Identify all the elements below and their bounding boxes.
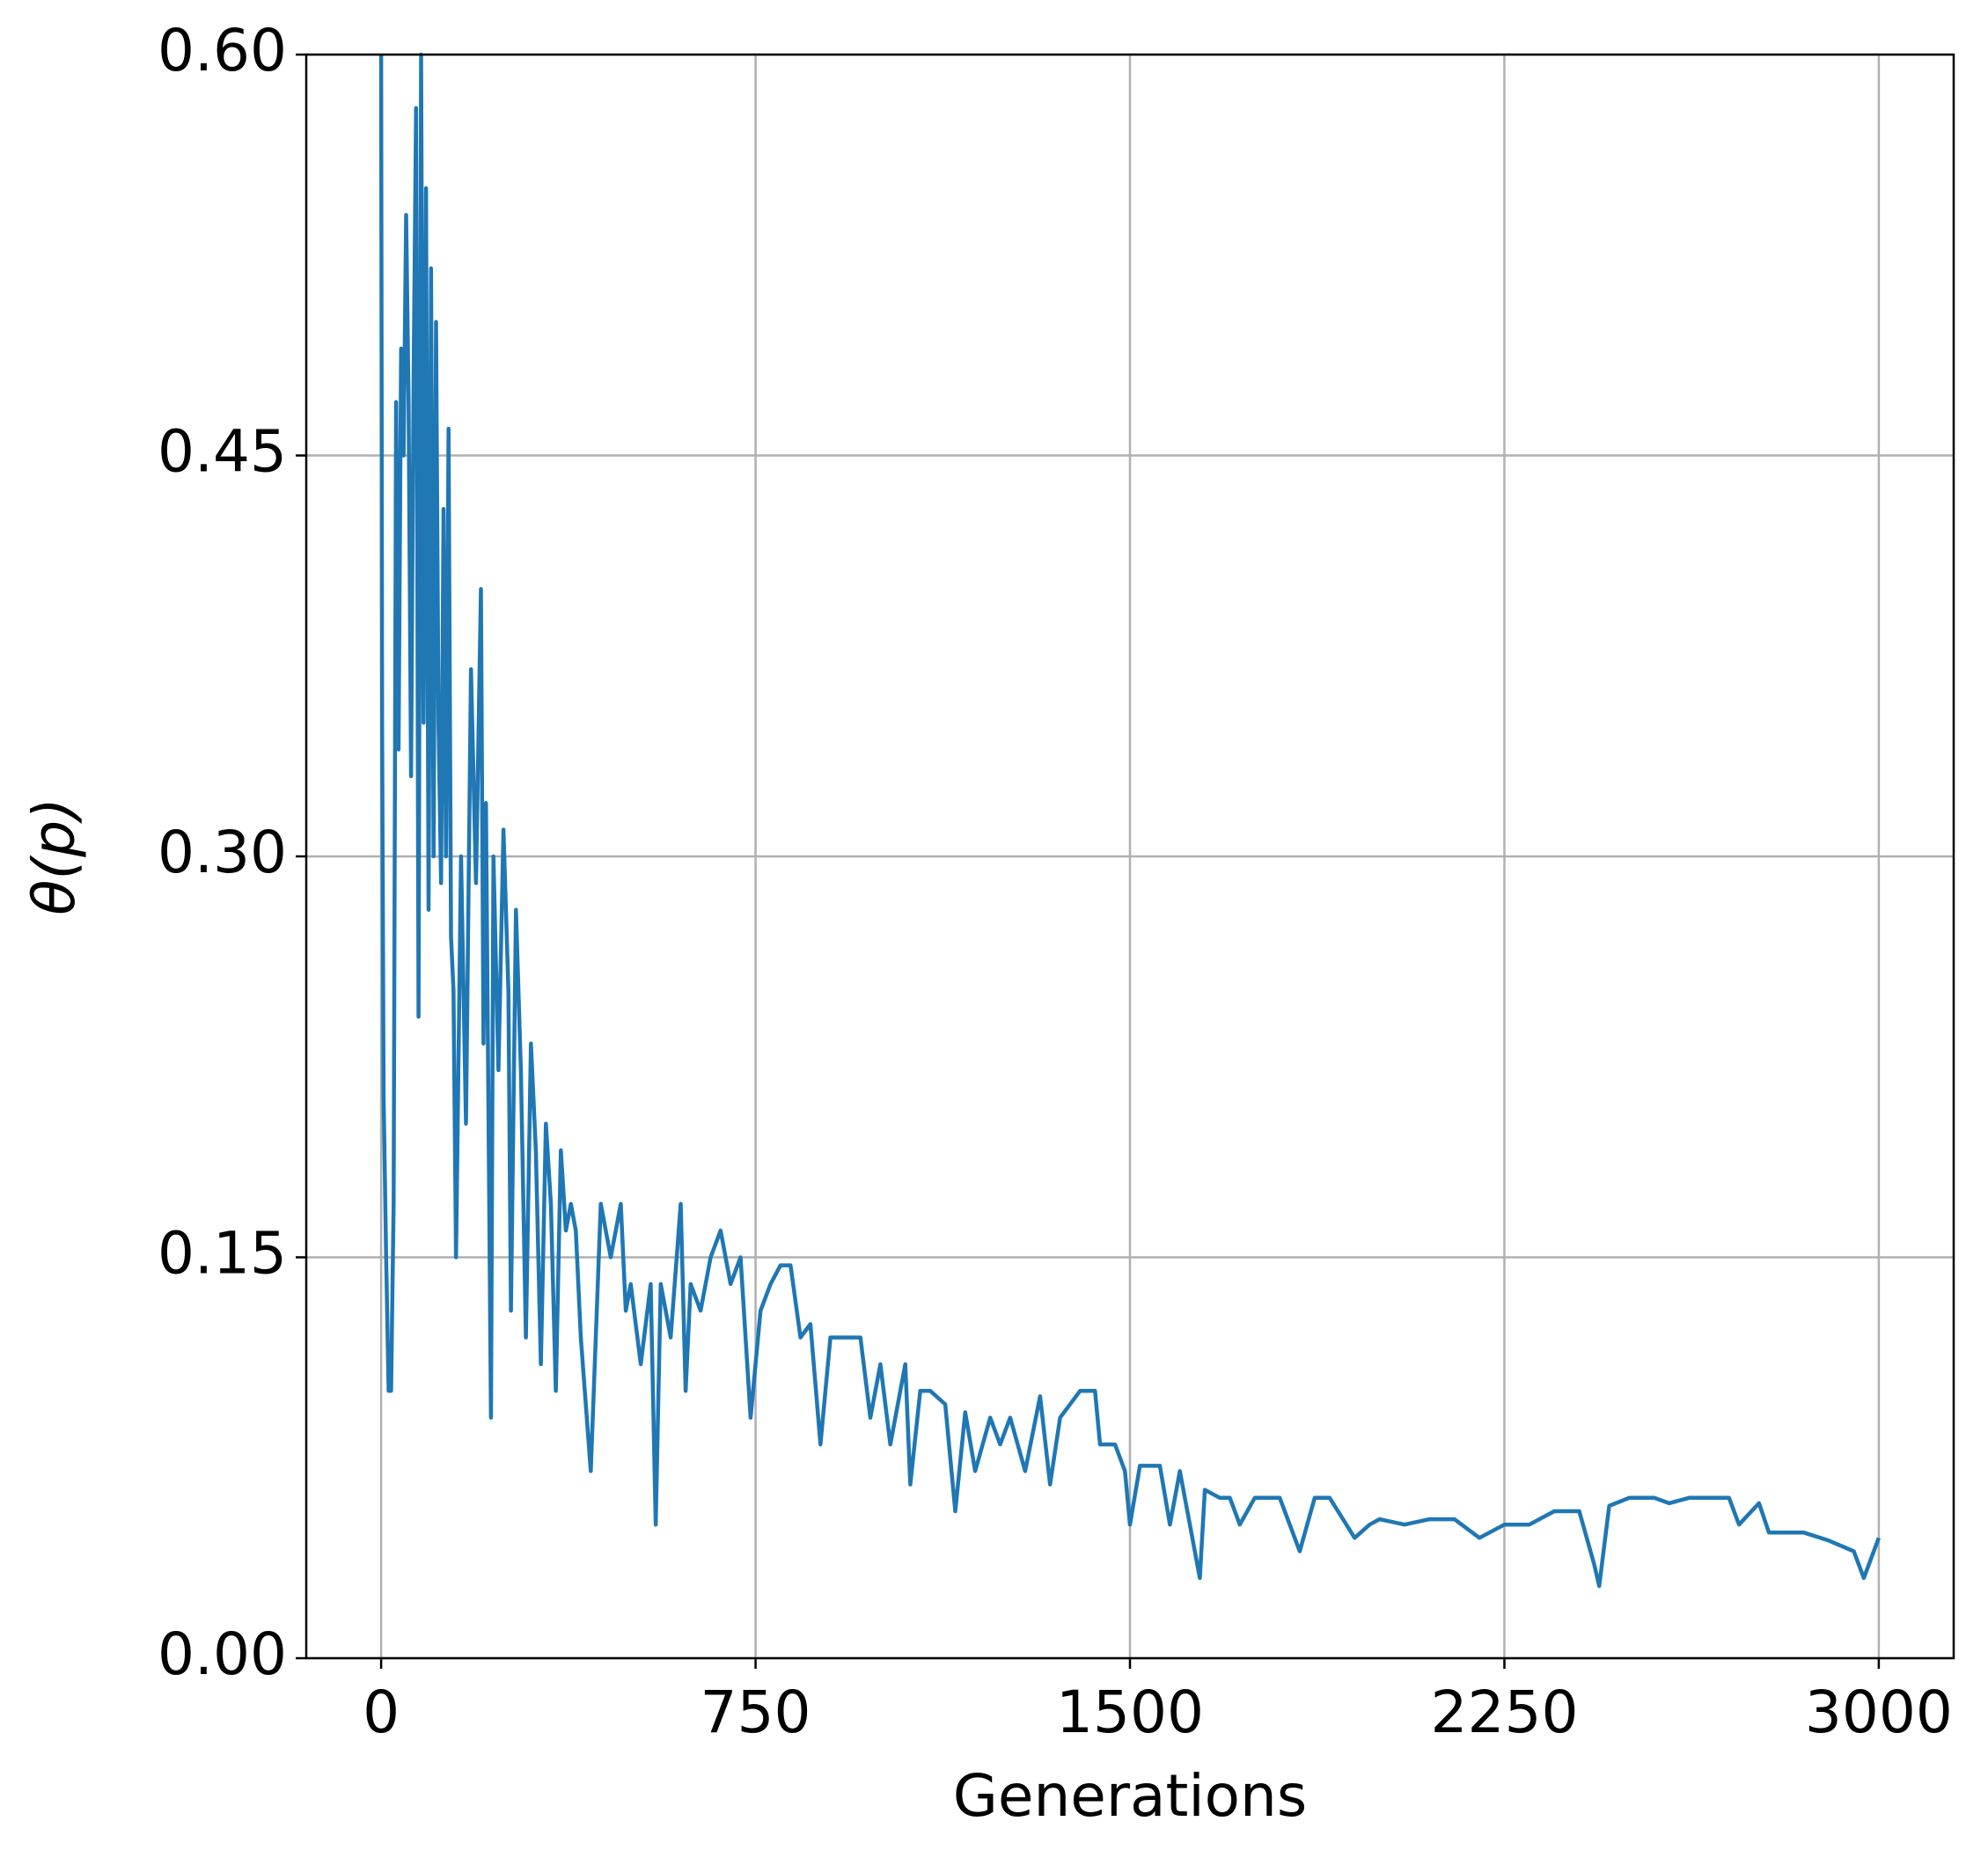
x-tick-label: 3000 [1805, 1678, 1953, 1746]
y-tick-label: 0.30 [158, 819, 287, 886]
y-tick-label: 0.00 [158, 1620, 287, 1688]
x-tick-label: 0 [363, 1678, 400, 1746]
x-axis-label: Generations [953, 1762, 1308, 1830]
y-tick-label: 0.45 [158, 418, 287, 486]
y-tick-label: 0.15 [158, 1220, 287, 1288]
plot-frame [304, 53, 1955, 1660]
x-tick-label: 1500 [1056, 1678, 1204, 1746]
x-tick-label: 750 [701, 1678, 811, 1746]
data-line [378, 52, 1882, 1589]
y-axis-label: θ(p) [20, 797, 88, 915]
y-tick-label: 0.60 [158, 17, 287, 84]
x-tick-label: 2250 [1430, 1678, 1578, 1746]
